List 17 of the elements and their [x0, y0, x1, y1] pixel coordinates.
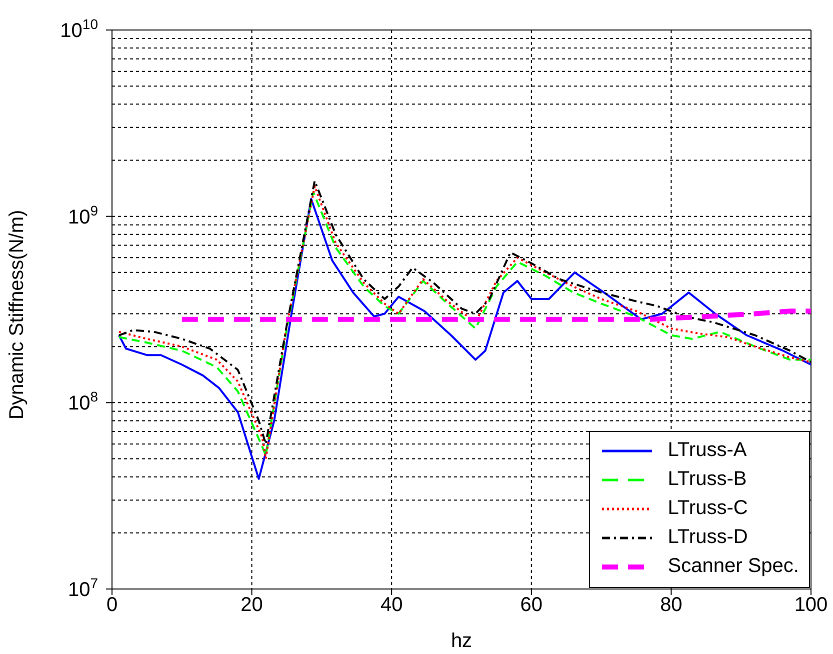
legend-label: LTruss-B [668, 468, 747, 491]
x-tick-label: 40 [380, 594, 403, 616]
legend-label: Scanner Spec. [668, 555, 799, 578]
legend-label: LTruss-C [668, 497, 748, 520]
legend-label: LTruss-D [668, 526, 748, 549]
x-axis-title: hz [450, 630, 472, 652]
x-tick-label: 20 [240, 594, 263, 616]
x-tick-label: 0 [106, 594, 118, 616]
x-tick-label: 60 [520, 594, 543, 616]
y-tick-label: 10$^{10}$ [60, 16, 98, 42]
y-axis-title: Dynamic Stiffness(N/m) [6, 210, 28, 420]
x-tick-label: 80 [660, 594, 682, 616]
legend-label: LTruss-A [668, 439, 747, 462]
x-tick-label: 100 [794, 594, 828, 616]
y-tick-label: 10$^{8}$ [68, 388, 98, 415]
y-tick-label: 10$^{9}$ [68, 202, 98, 228]
y-tick-label: 10$^{7}$ [68, 575, 98, 601]
